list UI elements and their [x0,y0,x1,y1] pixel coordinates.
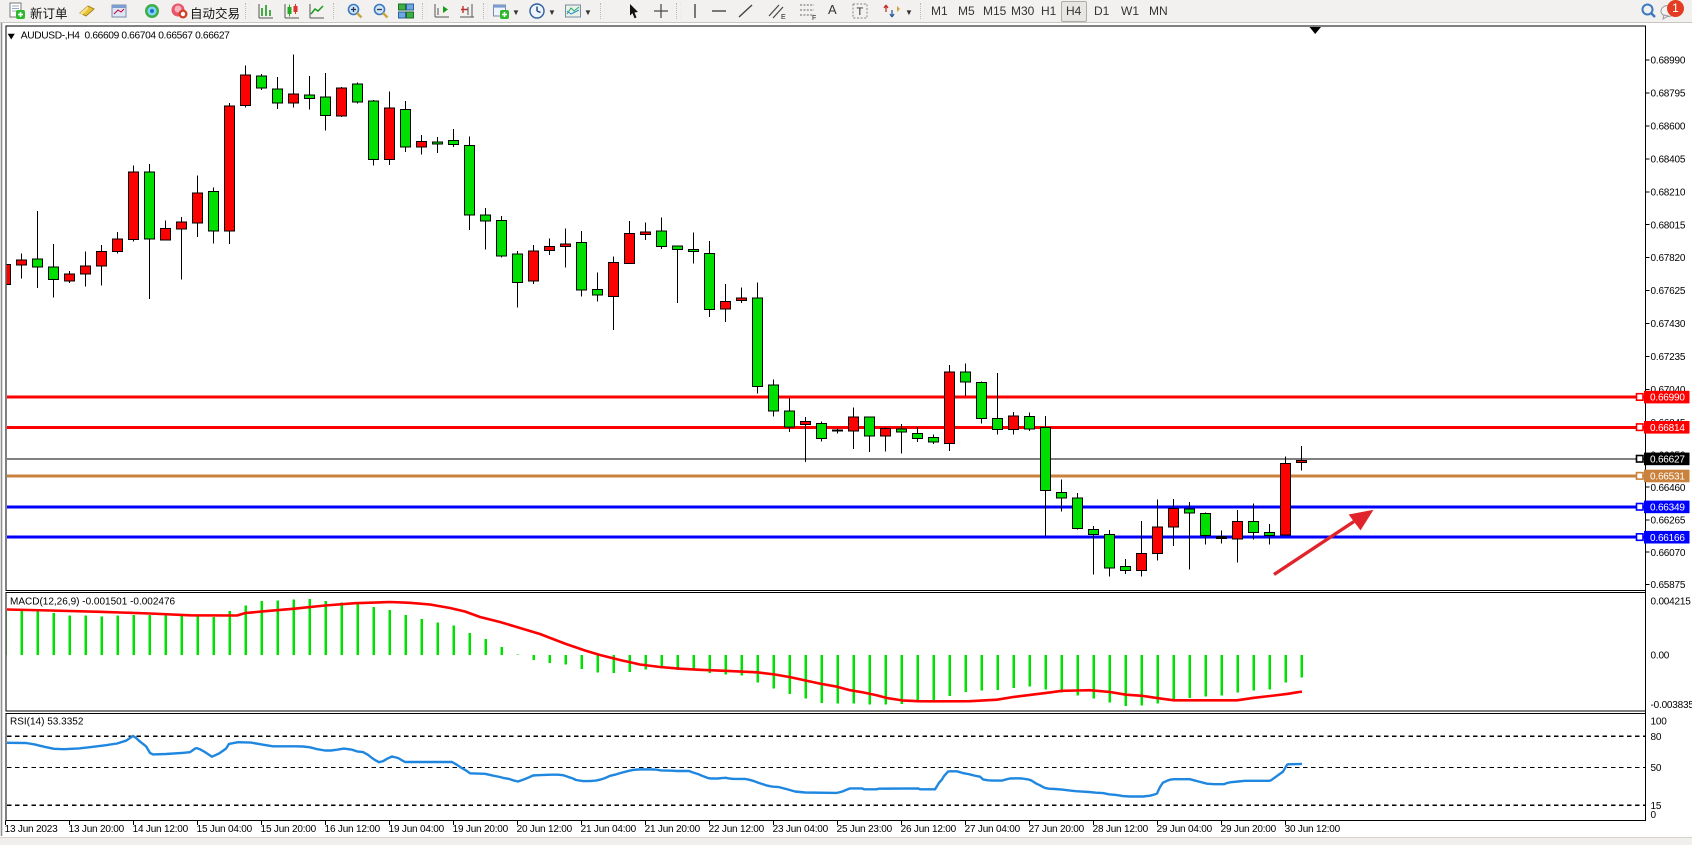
svg-text:0.68405: 0.68405 [1651,155,1686,166]
svg-text:15 Jun 04:00: 15 Jun 04:00 [197,824,253,835]
svg-text:0.68210: 0.68210 [1651,187,1686,198]
svg-text:15 Jun 20:00: 15 Jun 20:00 [261,824,317,835]
svg-text:25 Jun 23:00: 25 Jun 23:00 [837,824,893,835]
svg-text:21 Jun 04:00: 21 Jun 04:00 [581,824,637,835]
svg-text:26 Jun 12:00: 26 Jun 12:00 [901,824,957,835]
svg-text:AUDUSD-,H4 0.66609 0.66704 0.: AUDUSD-,H4 0.66609 0.66704 0.66567 0.666… [21,30,230,41]
svg-text:0.66627: 0.66627 [1650,455,1685,466]
svg-text:23 Jun 04:00: 23 Jun 04:00 [773,824,829,835]
svg-text:0.68795: 0.68795 [1651,89,1686,100]
svg-text:0.66531: 0.66531 [1650,472,1685,483]
svg-text:0.66265: 0.66265 [1651,516,1686,527]
svg-text:0.67820: 0.67820 [1651,253,1686,264]
svg-text:0.67430: 0.67430 [1651,319,1686,330]
svg-text:13 Jun 2023: 13 Jun 2023 [5,824,58,835]
svg-text:28 Jun 12:00: 28 Jun 12:00 [1093,824,1149,835]
svg-text:-0.003835: -0.003835 [1651,700,1692,711]
svg-text:0: 0 [1651,810,1657,821]
svg-text:21 Jun 20:00: 21 Jun 20:00 [645,824,701,835]
svg-text:0.65875: 0.65875 [1651,580,1686,591]
svg-text:0.66166: 0.66166 [1650,533,1685,544]
svg-text:100: 100 [1651,717,1668,728]
svg-text:19 Jun 20:00: 19 Jun 20:00 [453,824,509,835]
svg-text:27 Jun 20:00: 27 Jun 20:00 [1029,824,1085,835]
svg-text:0.67235: 0.67235 [1651,352,1686,363]
svg-text:F: F [812,15,816,20]
svg-text:MACD(12,26,9) -0.001501 -0.002: MACD(12,26,9) -0.001501 -0.002476 [10,597,176,608]
svg-text:19 Jun 04:00: 19 Jun 04:00 [389,824,445,835]
svg-text:0.67625: 0.67625 [1651,286,1686,297]
svg-text:30 Jun 12:00: 30 Jun 12:00 [1285,824,1341,835]
svg-text:0.66990: 0.66990 [1650,393,1685,404]
svg-text:29 Jun 20:00: 29 Jun 20:00 [1221,824,1277,835]
svg-text:0.68015: 0.68015 [1651,220,1686,231]
svg-text:0.00: 0.00 [1651,651,1670,662]
svg-text:50: 50 [1651,763,1662,774]
svg-text:14 Jun 12:00: 14 Jun 12:00 [133,824,189,835]
svg-text:0.66460: 0.66460 [1651,483,1686,494]
svg-text:0.68600: 0.68600 [1651,122,1686,133]
svg-text:20 Jun 12:00: 20 Jun 12:00 [517,824,573,835]
svg-text:T: T [857,6,864,18]
svg-text:0.68990: 0.68990 [1651,56,1686,67]
svg-text:13 Jun 20:00: 13 Jun 20:00 [69,824,125,835]
svg-text:RSI(14) 53.3352: RSI(14) 53.3352 [10,717,84,728]
svg-text:0.66070: 0.66070 [1651,548,1686,559]
svg-text:27 Jun 04:00: 27 Jun 04:00 [965,824,1021,835]
svg-text:0.66814: 0.66814 [1650,423,1685,434]
svg-text:29 Jun 04:00: 29 Jun 04:00 [1157,824,1213,835]
svg-text:0.004215: 0.004215 [1651,596,1692,607]
svg-text:16 Jun 12:00: 16 Jun 12:00 [325,824,381,835]
svg-text:0.66349: 0.66349 [1650,503,1685,514]
svg-text:E: E [781,14,786,20]
svg-text:22 Jun 12:00: 22 Jun 12:00 [709,824,765,835]
svg-text:80: 80 [1651,732,1662,743]
